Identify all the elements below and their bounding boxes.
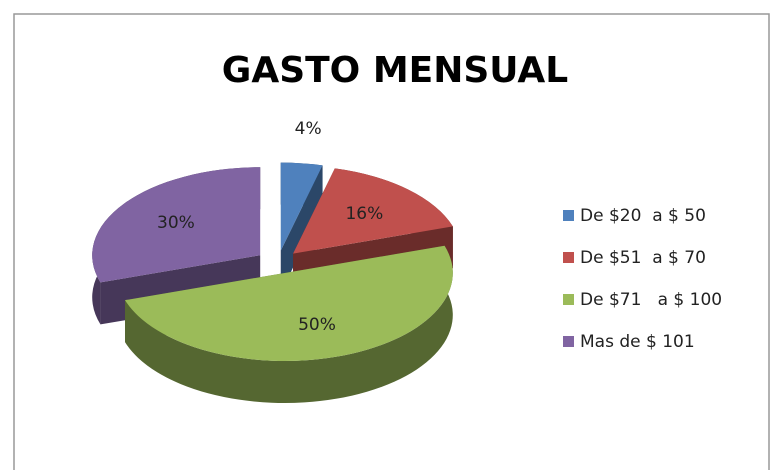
slice-top [280, 162, 323, 251]
slice [125, 245, 453, 403]
legend-swatch [563, 294, 574, 305]
legend-label: De $20 a $ 50 [580, 206, 706, 226]
data-label: 16% [345, 204, 383, 224]
legend-swatch [563, 210, 574, 221]
slice-top [293, 168, 453, 254]
legend-label: De $51 a $ 70 [580, 248, 706, 268]
slice-side [125, 245, 453, 403]
legend-label: Mas de $ 101 [580, 332, 695, 352]
slice [280, 162, 323, 293]
slice-top [125, 245, 453, 361]
data-label: 50% [298, 315, 336, 335]
data-label: 4% [295, 119, 322, 139]
slice-top [92, 167, 261, 283]
legend-swatch [563, 252, 574, 263]
legend-label: De $71 a $ 100 [580, 290, 722, 310]
legend-swatch [563, 336, 574, 347]
data-label: 30% [157, 213, 195, 233]
chart-title: GASTO MENSUAL [222, 50, 568, 91]
